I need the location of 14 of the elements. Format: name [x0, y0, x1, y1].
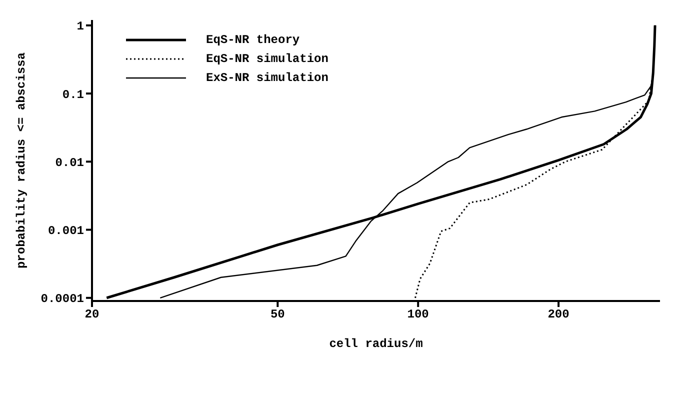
- x-axis-title: cell radius/m: [329, 337, 423, 351]
- legend-label: EqS-NR theory: [206, 32, 300, 46]
- x-tick-label: 50: [270, 308, 285, 322]
- x-tick-label: 20: [84, 308, 100, 322]
- y-tick-label: 0.01: [55, 156, 84, 170]
- legend-label: EqS-NR simulation: [206, 52, 328, 66]
- x-tick-label: 100: [407, 308, 429, 322]
- x-tick-label: 200: [548, 308, 570, 322]
- y-tick-label: 0.0001: [40, 292, 84, 306]
- y-tick-label: 0.1: [62, 88, 84, 102]
- y-tick-label: 1: [76, 20, 84, 34]
- legend-label: ExS-NR simulation: [206, 70, 328, 84]
- y-axis-title: probability radius <= abscissa: [14, 52, 28, 269]
- y-tick-label: 0.001: [48, 224, 84, 238]
